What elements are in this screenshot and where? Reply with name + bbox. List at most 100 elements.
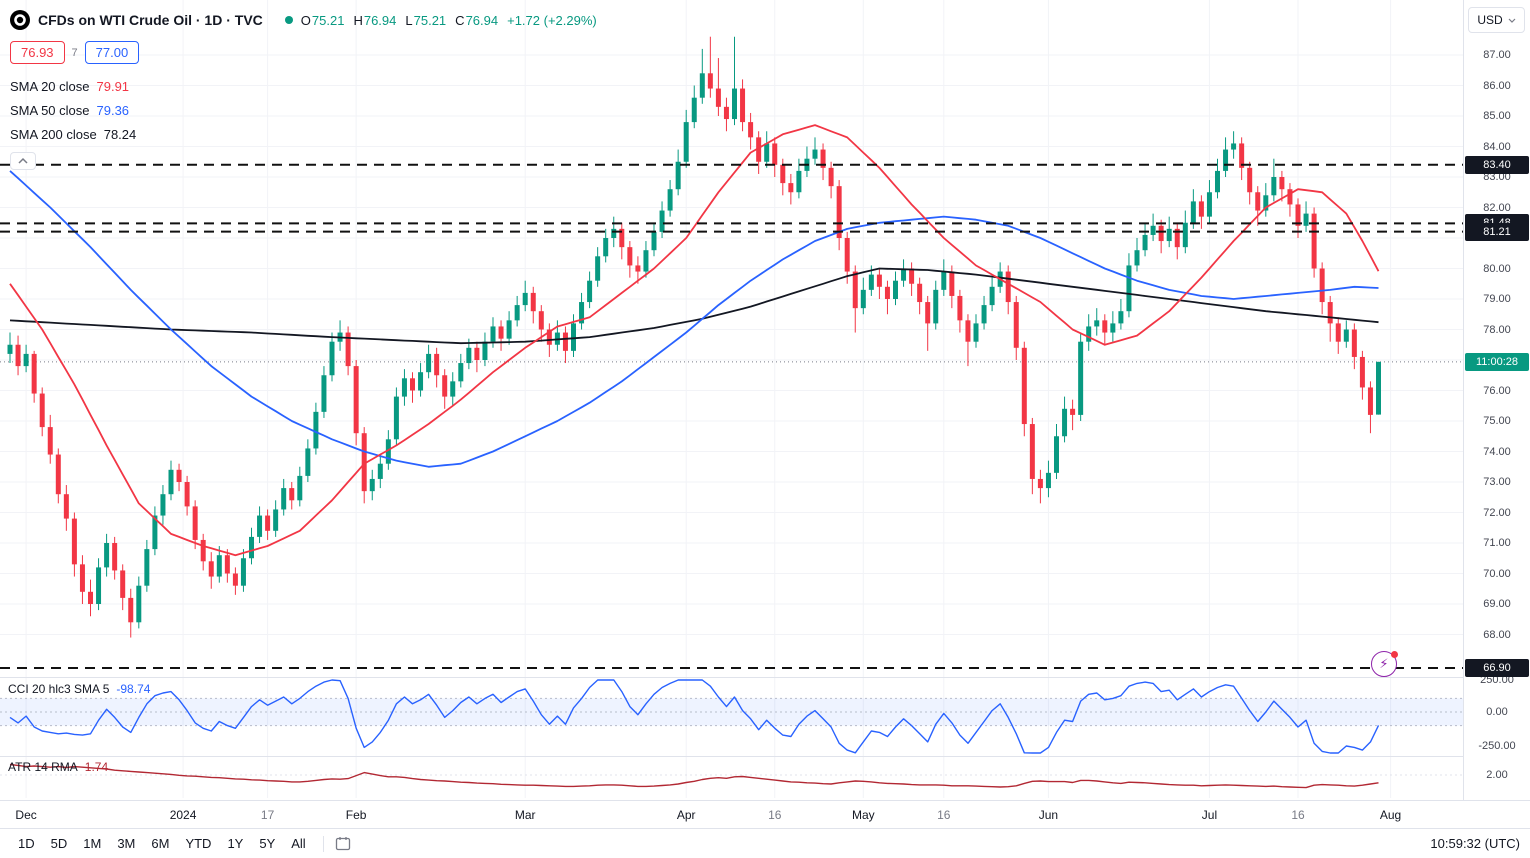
price-axis-label: 71.00: [1483, 537, 1511, 549]
ohlc-l: L75.21: [405, 12, 447, 28]
date-range-buttons: 1D 5D 1M 3M 6M YTD 1Y 5Y All: [10, 832, 314, 855]
atr-panel-separator[interactable]: [0, 756, 1530, 757]
indicator-legend: SMA 20 close 79.91 SMA 50 close 79.36 SMA 20…: [10, 74, 597, 146]
currency-label: USD: [1477, 13, 1503, 27]
range-button-1m[interactable]: 1M: [75, 832, 109, 855]
range-button-1d[interactable]: 1D: [10, 832, 43, 855]
price-axis-label: 68.00: [1483, 628, 1511, 641]
indicator-legend-row-1[interactable]: SMA 20 close 79.91: [10, 74, 597, 98]
time-axis-label-mar: Mar: [514, 808, 536, 822]
range-button-ytd[interactable]: YTD: [177, 832, 219, 855]
cci-legend[interactable]: CCI 20 hlc3 SMA 5 -98.74: [8, 682, 150, 696]
time-axis-label-feb: Feb: [345, 808, 367, 822]
chart-header: CFDs on WTI Crude Oil · 1D · TVC O75.21 H…: [10, 8, 597, 170]
price-axis-label: 0.00: [1486, 706, 1508, 718]
price-axis-label: -250.00: [1478, 740, 1516, 752]
price-axis-label: 76.00: [1483, 384, 1511, 397]
range-button-1y[interactable]: 1Y: [219, 832, 251, 855]
indicator-value: 79.91: [96, 78, 130, 94]
sell-button[interactable]: 76.93: [10, 41, 65, 64]
market-open-icon: [284, 16, 293, 24]
go-to-date-button[interactable]: [333, 834, 354, 854]
price-axis[interactable]: USD 68.00 69.00 70.00 71.00 72.00 73.00 74.00 7…: [1463, 0, 1530, 800]
notification-dot: [1391, 651, 1398, 658]
range-button-3m[interactable]: 3M: [109, 832, 143, 855]
ohlc-c: C76.94: [455, 12, 499, 28]
time-axis-label-aug: Aug: [1379, 808, 1402, 822]
level-badge-83-40: 83.40: [1465, 155, 1529, 174]
spread-value: 7: [71, 46, 78, 59]
level-badge-66-90: 66.90: [1465, 659, 1529, 678]
time-axis-label-17: 17: [260, 808, 275, 822]
price-axis-label: 2.00: [1486, 769, 1508, 781]
price-axis-label: 84.00: [1483, 140, 1511, 153]
sma50-line: [9, 170, 1379, 468]
time-axis-label-may: May: [851, 808, 875, 822]
cci-value: -98.74: [116, 682, 151, 696]
price-change: +1.72 (+2.29%): [507, 12, 597, 28]
indicator-value: 78.24: [103, 126, 137, 142]
range-button-5d[interactable]: 5D: [43, 832, 76, 855]
price-axis-label: 87.00: [1483, 49, 1511, 61]
price-axis-label: 83.00: [1483, 171, 1511, 183]
indicator-value: 79.36: [96, 102, 130, 118]
price-axis-label: 70.00: [1483, 567, 1511, 580]
flash-order-button[interactable]: ⚡: [1371, 651, 1398, 677]
price-axis-label: 85.00: [1483, 110, 1511, 122]
chevron-down-icon: [1508, 18, 1516, 23]
atr-label: ATR 14 RMA: [8, 760, 78, 774]
time-axis-label-dec: Dec: [15, 808, 37, 822]
currency-button[interactable]: USD: [1468, 7, 1525, 33]
time-axis-label-16: 16: [937, 808, 951, 822]
time-axis-label-16: 16: [768, 808, 782, 822]
sma20-line: [9, 124, 1380, 557]
collapse-indicators-button[interactable]: [10, 152, 36, 170]
time-axis-label-jun: Jun: [1038, 808, 1059, 822]
price-axis-label: 75.00: [1483, 415, 1511, 427]
cci-line: [9, 679, 1380, 754]
indicator-name: SMA 50 close: [10, 102, 90, 118]
time-axis-label-2024: 2024: [169, 808, 197, 822]
indicator-legend-row-3[interactable]: SMA 200 close 78.24: [10, 122, 597, 146]
indicator-name: SMA 20 close: [10, 78, 90, 94]
ohlc-readout: O75.21 H76.94 L75.21 C76.94 +1.72 (+2.29%): [301, 13, 597, 28]
range-button-all[interactable]: All: [283, 832, 313, 855]
trade-buttons-row: 76.93 7 77.00: [10, 41, 597, 64]
price-axis-label: 78.00: [1483, 323, 1511, 336]
level-badge-81-21: 81.21: [1465, 222, 1529, 241]
range-button-5y[interactable]: 5Y: [251, 832, 283, 855]
price-axis-label: 72.00: [1483, 506, 1511, 519]
buy-button[interactable]: 77.00: [84, 41, 140, 64]
go-to-date-icon: [335, 836, 350, 850]
sma200-line: [9, 267, 1379, 345]
time-axis-label-jul: Jul: [1201, 808, 1218, 822]
cci-panel-separator[interactable]: [0, 677, 1530, 678]
price-axis-label: 73.00: [1483, 476, 1511, 488]
time-axis-label-apr: Apr: [676, 808, 696, 822]
symbol-logo-icon: [10, 10, 30, 30]
toolbar-divider: [322, 835, 324, 852]
time-axis[interactable]: Dec 2024 17 Feb Mar Apr 16 May 16 Jun Jul 16 Aug: [0, 800, 1530, 828]
chart-canvas[interactable]: [0, 0, 1463, 800]
bottom-toolbar: 1D 5D 1M 3M 6M YTD 1Y 5Y All 10:59:32 (UTC): [0, 828, 1530, 858]
time-axis-label-16: 16: [1291, 808, 1305, 822]
price-axis-label: 74.00: [1483, 445, 1511, 458]
ohlc-o: O75.21: [300, 12, 345, 28]
atr-line: [9, 763, 1379, 789]
indicator-legend-row-2[interactable]: SMA 50 close 79.36: [10, 98, 597, 122]
symbol-title[interactable]: CFDs on WTI Crude Oil · 1D · TVC: [38, 12, 263, 28]
indicator-name: SMA 200 close: [10, 126, 97, 142]
price-axis-label: 86.00: [1483, 79, 1511, 92]
symbol-row: CFDs on WTI Crude Oil · 1D · TVC O75.21 H…: [10, 8, 597, 32]
price-axis-label: 82.00: [1483, 201, 1511, 214]
price-axis-label: 80.00: [1483, 262, 1511, 275]
bar-countdown-badge: 11:00:28: [1465, 352, 1529, 371]
chevron-up-icon: [18, 157, 28, 164]
clock-timezone-button[interactable]: 10:59:32 (UTC): [1430, 836, 1520, 851]
range-button-6m[interactable]: 6M: [143, 832, 177, 855]
ohlc-h: H76.94: [353, 12, 397, 28]
lightning-icon: ⚡: [1379, 656, 1389, 671]
atr-legend[interactable]: ATR 14 RMA 1.74: [8, 760, 108, 774]
cci-label: CCI 20 hlc3 SMA 5: [8, 682, 110, 696]
